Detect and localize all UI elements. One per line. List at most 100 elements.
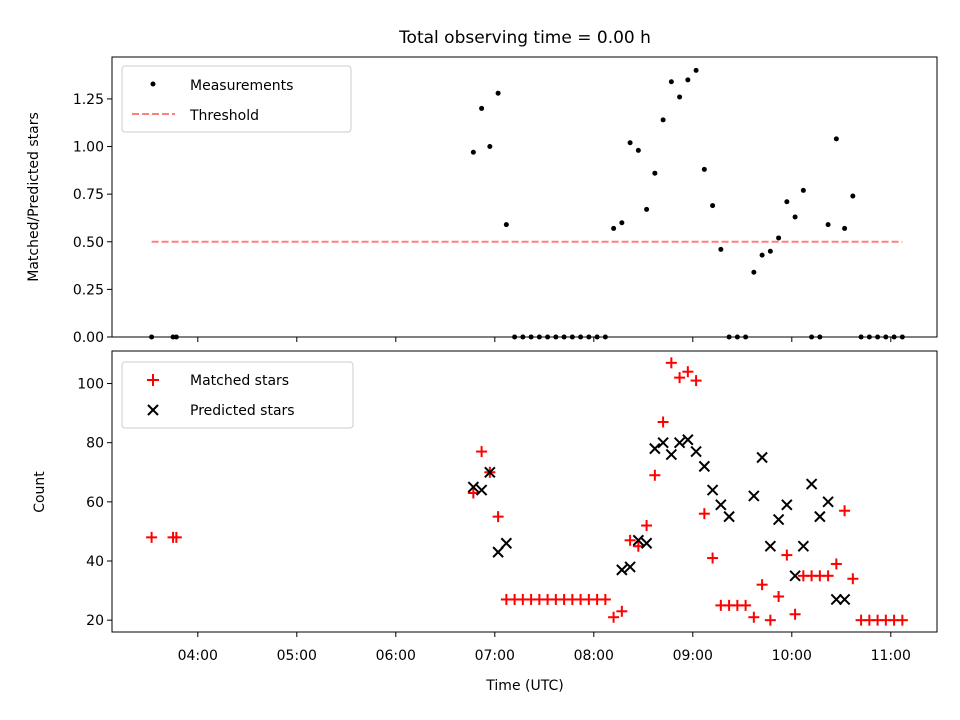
matched-star-point [789, 608, 801, 620]
matched-star-point [665, 357, 677, 369]
x-tick-label: 11:00 [871, 648, 911, 664]
measurement-point [627, 140, 633, 146]
predicted-star-point [632, 534, 645, 547]
predicted-star-point [616, 564, 628, 576]
measurement-point [503, 222, 509, 228]
matched-star-point [740, 599, 752, 611]
x-tick-label: 07:00 [475, 648, 515, 664]
matched-star-point [690, 375, 702, 387]
bottom-y-axis: 20 40 60 80 100 [77, 377, 112, 629]
predicted-star-point [706, 484, 719, 496]
legend-threshold-label: Threshold [189, 108, 259, 124]
measurement-point [751, 269, 757, 275]
matched-star-point [649, 469, 661, 481]
measurement-point [693, 67, 699, 73]
matched-star-point [674, 372, 686, 384]
predicted-star-point [484, 466, 496, 478]
top-y-tick-label: 0.75 [73, 187, 104, 203]
predicted-star-point [756, 451, 768, 464]
x-tick-label: 10:00 [772, 648, 812, 664]
predicted-star-point [805, 478, 818, 490]
top-y-tick-label: 0.25 [73, 282, 104, 298]
measurement-point [850, 193, 856, 199]
measurement-point [800, 187, 806, 193]
x-tick-label: 08:00 [574, 648, 614, 664]
x-tick-label: 06:00 [376, 648, 416, 664]
predicted-star-point [789, 570, 801, 582]
matched-star-point [707, 552, 719, 564]
measurement-point [644, 206, 650, 212]
bottom-panel: 20 40 60 80 100 04:00 05:00 06:00 07:00 08:00 09:… [32, 350, 938, 694]
measurement-point [701, 166, 707, 172]
matched-star-point [616, 605, 628, 617]
measurement-point [487, 144, 493, 150]
predicted-star-point [715, 499, 727, 511]
predicted-star-point [764, 540, 777, 552]
matched-star-point [839, 505, 851, 517]
measurement-point [470, 149, 476, 155]
predicted-star-point [492, 546, 504, 558]
predicted-star-point [657, 436, 669, 449]
top-y-axis-label: Matched/Predicted stars [26, 112, 42, 282]
predicted-star-point [838, 593, 851, 606]
matched-star-point [624, 534, 636, 546]
measurement-point [652, 170, 658, 176]
legend-predicted-marker [147, 404, 159, 416]
predicted-star-point [665, 448, 678, 461]
matched-star-point [830, 558, 842, 570]
top-y-tick-label: 1.25 [73, 92, 104, 108]
predicted-star-point [723, 510, 735, 523]
top-axes-frame [111, 56, 938, 338]
matched-star-point [608, 611, 620, 623]
bottom-x-axis: 04:00 05:00 06:00 07:00 08:00 09:00 10:00 11:00 [178, 632, 911, 664]
matched-star-point [896, 614, 908, 626]
measurement-point [611, 225, 617, 231]
x-tick-label: 09:00 [673, 648, 713, 664]
top-legend: Measurements Threshold [121, 65, 352, 133]
top-y-tick-label: 0.00 [73, 330, 104, 346]
measurement-point [619, 220, 625, 226]
bottom-y-tick-label: 80 [86, 436, 104, 452]
matched-star-point [682, 366, 694, 378]
bottom-y-tick-label: 40 [86, 554, 104, 570]
predicted-star-point [682, 434, 694, 446]
measurement-point [718, 246, 724, 252]
legend-predicted-label: Predicted stars [190, 403, 295, 419]
legend-matched-label: Matched stars [190, 373, 289, 389]
predicted-star-point [822, 496, 834, 508]
predicted-star-point [698, 460, 711, 473]
bottom-y-axis-label: Count [32, 471, 48, 513]
predicted-star-point [624, 561, 636, 573]
top-panel: 0.00 0.25 0.50 0.75 1.00 1.25 Matched/Predict… [26, 56, 938, 346]
matched-star-point [476, 446, 488, 458]
x-axis-label: Time (UTC) [485, 678, 563, 694]
top-y-tick-label: 1.00 [73, 140, 104, 156]
measurement-point [776, 235, 782, 241]
matched-star-point [822, 570, 834, 582]
legend-measurements-marker [150, 81, 156, 87]
measurement-point [792, 214, 798, 220]
x-tick-label: 04:00 [178, 648, 218, 664]
predicted-star-point [673, 436, 686, 449]
measurement-point [710, 203, 716, 209]
measurement-point [660, 117, 666, 123]
matched-star-point [641, 520, 653, 532]
bottom-plot-area [146, 357, 908, 626]
measurement-point [842, 225, 848, 231]
measurement-point [495, 90, 501, 96]
matched-star-point [467, 487, 479, 499]
predicted-star-point [830, 593, 843, 606]
predicted-star-point [690, 445, 702, 458]
predicted-star-point [772, 513, 785, 526]
matched-star-point [773, 591, 785, 603]
bottom-y-tick-label: 60 [86, 495, 104, 511]
top-y-axis: 0.00 0.25 0.50 0.75 1.00 1.25 [73, 92, 892, 346]
bottom-y-tick-label: 100 [77, 377, 104, 393]
matched-star-point [146, 531, 158, 543]
bottom-axes-frame [111, 350, 938, 633]
bottom-y-tick-label: 20 [86, 613, 104, 629]
measurement-point [784, 199, 790, 205]
matched-star-point [170, 531, 182, 543]
predicted-star-point [649, 442, 661, 455]
